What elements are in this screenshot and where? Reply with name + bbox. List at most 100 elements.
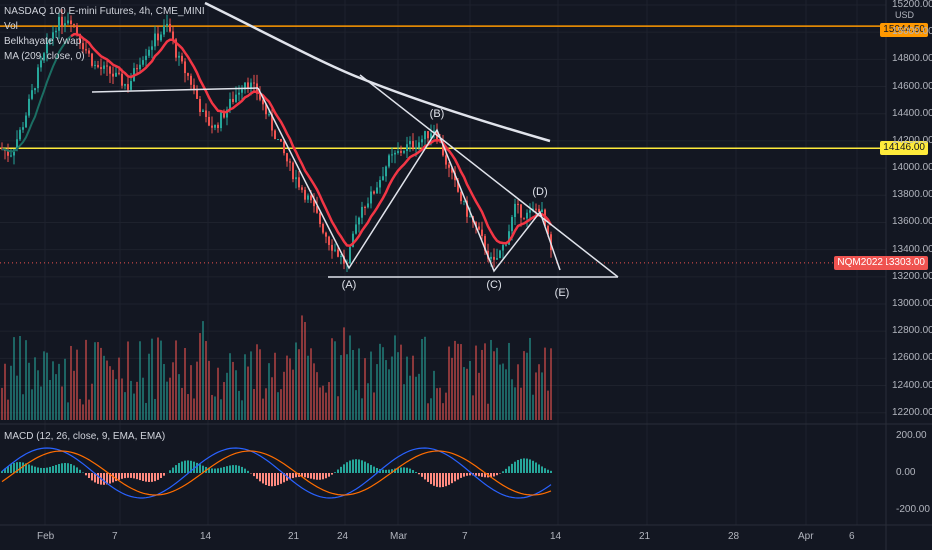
macd-histogram-bar (214, 468, 216, 473)
volume-bar (1, 387, 3, 420)
macd-histogram-bar (496, 473, 498, 476)
macd-histogram-bar (145, 473, 147, 482)
indicator-vol[interactable]: Vol (4, 21, 18, 32)
candle-body (196, 89, 198, 99)
candle-body (376, 187, 378, 194)
candle-body (208, 116, 210, 126)
volume-bar (310, 348, 312, 420)
macd-axis-label: -200.00 (896, 504, 930, 515)
volume-bar (250, 351, 252, 420)
volume-bar (289, 358, 291, 420)
macd-histogram-bar (340, 466, 342, 473)
volume-bar (496, 347, 498, 420)
volume-bar (40, 386, 42, 420)
volume-bar (49, 379, 51, 420)
volume-bar (85, 339, 87, 420)
candle-body (502, 245, 504, 251)
candle-body (73, 24, 75, 26)
volume-bar (337, 396, 339, 420)
candle-body (268, 114, 270, 116)
candle-body (184, 61, 186, 74)
candle-body (115, 72, 117, 77)
candle-body (61, 16, 63, 26)
candle-body (496, 258, 498, 260)
candle-body (265, 104, 267, 115)
candle-body (508, 231, 510, 245)
candle-body (76, 25, 78, 34)
volume-bar (262, 398, 264, 420)
macd-histogram-bar (91, 473, 93, 481)
triangle-pattern[interactable]: (A) (B) (C) (D) (E) (257, 74, 619, 299)
macd-histogram-bar (184, 460, 186, 473)
volume-bar (253, 388, 255, 420)
volume-bar (271, 377, 273, 420)
volume-bar (241, 400, 243, 420)
volume-bar (445, 392, 447, 420)
volume-bar (97, 342, 99, 420)
candle-body (109, 66, 111, 74)
volume-bar (229, 353, 231, 420)
candle-body (382, 176, 384, 181)
candle-body (52, 32, 54, 39)
price-tag-current: 13303.00 (880, 256, 928, 270)
macd-histogram-bar (37, 467, 39, 473)
price-tag-14146: 14146.00 (880, 141, 928, 155)
volume-bar (514, 387, 516, 420)
candle-body (424, 131, 426, 140)
time-axis-label: 14 (550, 531, 562, 542)
volume-bar (352, 349, 354, 420)
price-axis-label: 14800.00 (892, 53, 932, 65)
candle-body (79, 33, 81, 44)
candle-body (451, 167, 453, 173)
candle-body (247, 82, 249, 89)
candle-body (91, 53, 93, 66)
candle-body (217, 124, 219, 129)
volume-bar (511, 379, 513, 420)
candle-body (151, 46, 153, 50)
volume-bar (55, 374, 57, 420)
macd-histogram-bar (196, 462, 198, 473)
macd-histogram-bar (40, 467, 42, 473)
volume-bar (151, 338, 153, 420)
macd-histogram-bar (97, 473, 99, 484)
volume-bar (37, 370, 39, 420)
volume-bar (187, 394, 189, 420)
volume-bar (115, 379, 117, 420)
volume-bar (67, 402, 69, 420)
candle-body (541, 209, 543, 213)
macd-histogram-bar (199, 464, 201, 473)
time-axis-label: 14 (200, 531, 212, 542)
macd-histogram-bar (208, 467, 210, 473)
candle-body (493, 256, 495, 260)
indicator-vwap[interactable]: Belkhayate Vwap (4, 36, 82, 47)
candle-body (172, 31, 174, 40)
volume-bar (70, 345, 72, 420)
indicator-ma[interactable]: MA (209, close, 0) (4, 51, 85, 62)
macd-histogram-bar (148, 473, 150, 482)
volume-bar (295, 342, 297, 420)
candle-body (112, 73, 114, 77)
macd-histogram-bar (328, 473, 330, 477)
volume-bar (430, 398, 432, 420)
candle-body (241, 89, 243, 93)
volume-bar (487, 403, 489, 420)
candle-body (328, 236, 330, 245)
candle-body (1, 147, 3, 150)
volume-bar (118, 357, 120, 420)
macd-histogram-bar (229, 465, 231, 473)
macd-histogram-bar (190, 460, 192, 473)
volume-bar (394, 335, 396, 420)
macd-histogram-bar (526, 458, 528, 473)
candle-body (157, 33, 159, 41)
macd-histogram-bar (280, 473, 282, 484)
volume-bar (340, 355, 342, 420)
symbol-title[interactable]: NASDAQ 100 E-mini Futures, 4h, CME_MINI (4, 6, 205, 17)
macd-legend[interactable]: MACD (12, 26, close, 9, EMA, EMA) (4, 431, 166, 442)
time-axis-label: 24 (337, 531, 349, 542)
macd-histogram-bar (403, 467, 405, 473)
volume-bar (355, 390, 357, 420)
volume-bar (388, 369, 390, 420)
macd-histogram-bar (301, 473, 303, 477)
macd-histogram-bar (292, 473, 294, 479)
